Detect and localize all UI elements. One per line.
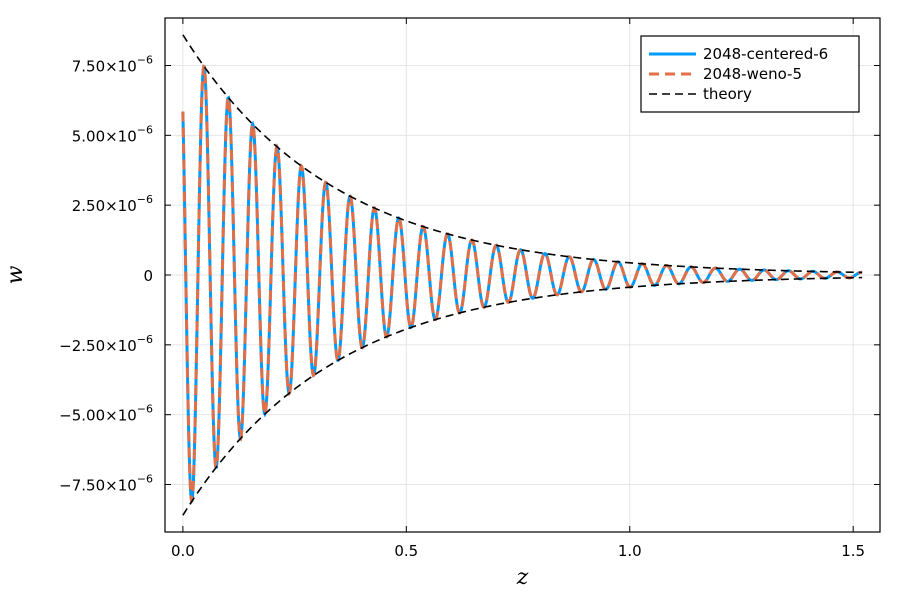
x-tick-label: 1.0 <box>618 542 642 560</box>
y-tick-mantissa: −7.50×10 <box>59 477 137 495</box>
y-tick-label: −7.50×10−6 <box>59 473 153 495</box>
y-tick-mantissa: 5.00×10 <box>72 127 137 145</box>
series-layer <box>181 34 863 516</box>
y-tick-mantissa: 2.50×10 <box>72 197 137 215</box>
legend-label-2048-weno-5: 2048-weno-5 <box>703 65 802 83</box>
x-axis-ticks: 0.0 0.5 1.0 1.5 <box>171 18 865 560</box>
y-tick-label: 7.50×10−6 <box>72 53 153 75</box>
legend-box <box>640 35 860 113</box>
y-tick-mantissa: −5.00×10 <box>59 407 137 425</box>
y-tick-exponent: −6 <box>137 473 153 486</box>
legend-label-theory: theory <box>703 85 752 103</box>
y-tick-exponent: −6 <box>137 123 153 136</box>
theory-envelope-lower <box>182 276 863 516</box>
series-line-2048-weno-5 <box>181 64 863 505</box>
x-tick-label: 1.5 <box>841 542 865 560</box>
y-tick-exponent: −6 <box>137 333 153 346</box>
y-axis-ticks: 7.50×10−65.00×10−62.50×10−60−2.50×10−6−5… <box>59 53 880 495</box>
series-line-2048-centered-6 <box>181 64 863 505</box>
y-axis-label: w <box>3 265 28 284</box>
legend: 2048-centered-6 2048-weno-5 theory <box>640 35 860 113</box>
grid-lines <box>165 18 880 532</box>
y-tick-exponent: −6 <box>137 403 153 416</box>
y-tick-mantissa: −2.50×10 <box>59 337 137 355</box>
y-tick-label: 5.00×10−6 <box>72 123 153 145</box>
legend-label-2048-centered-6: 2048-centered-6 <box>703 45 828 63</box>
x-tick-label: 0.0 <box>171 542 195 560</box>
y-tick-mantissa: 0 <box>143 267 153 285</box>
y-tick-label: 2.50×10−6 <box>72 193 153 215</box>
theory-envelope-upper <box>182 34 863 274</box>
y-tick-exponent: −6 <box>137 53 153 66</box>
y-tick-label: 0 <box>143 267 153 285</box>
y-tick-exponent: −6 <box>137 193 153 206</box>
y-tick-label: −5.00×10−6 <box>59 403 153 425</box>
x-tick-label: 0.5 <box>394 542 418 560</box>
x-axis-label: z <box>516 565 529 590</box>
y-tick-label: −2.50×10−6 <box>59 333 153 355</box>
y-tick-mantissa: 7.50×10 <box>72 57 137 75</box>
